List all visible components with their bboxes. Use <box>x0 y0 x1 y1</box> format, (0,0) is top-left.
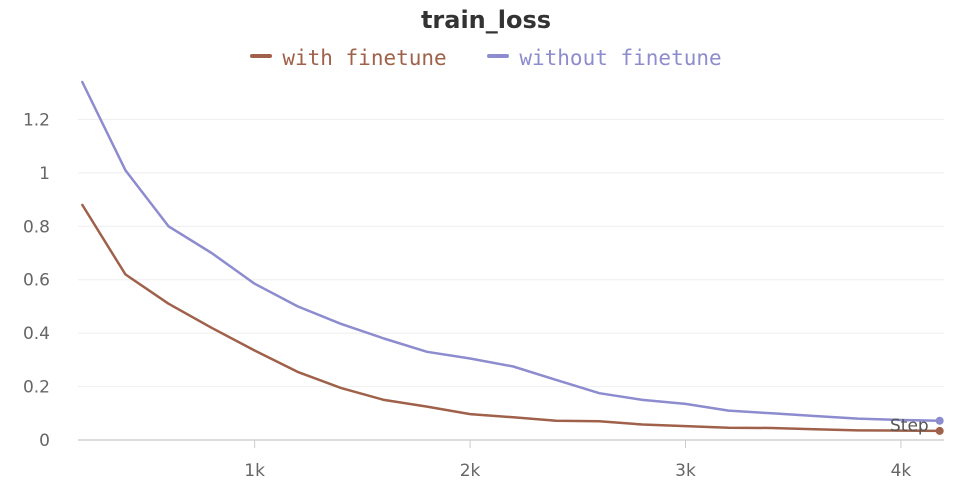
legend-label-with-finetune: with finetune <box>282 46 447 70</box>
legend-label-without-finetune: without finetune <box>519 46 722 70</box>
y-tick-label: 0.2 <box>23 378 50 398</box>
y-tick-label: 0.6 <box>23 271 50 291</box>
y-tick-label: 0.8 <box>23 217 50 237</box>
series-end-point-0[interactable] <box>935 426 944 435</box>
x-tick-label: 3k <box>675 461 696 481</box>
legend-swatch-without-finetune <box>487 54 510 58</box>
x-tick-label: 1k <box>244 461 265 481</box>
x-tick-label: 4k <box>891 461 912 481</box>
series-line-0[interactable] <box>81 203 941 433</box>
series-line-1[interactable] <box>81 80 941 423</box>
y-tick-label: 1.2 <box>23 110 50 130</box>
x-axis-label: Step <box>890 416 929 436</box>
legend-item-with-finetune[interactable]: with finetune <box>250 46 447 70</box>
chart-title: train_loss <box>420 6 552 34</box>
y-tick-label: 1 <box>39 164 50 184</box>
series-group <box>81 80 944 435</box>
legend-swatch-with-finetune <box>250 54 273 58</box>
legend: with finetune without finetune <box>0 46 972 70</box>
x-tick-label: 2k <box>460 461 481 481</box>
grid <box>78 118 944 388</box>
axes: 0 0.2 0.4 0.6 0.8 1 1.2 1k 2k 3k 4k <box>23 110 944 481</box>
legend-item-without-finetune[interactable]: without finetune <box>487 46 722 70</box>
series-end-point-1[interactable] <box>935 416 944 425</box>
y-tick-label: 0 <box>39 431 50 451</box>
y-tick-label: 0.4 <box>23 324 50 344</box>
